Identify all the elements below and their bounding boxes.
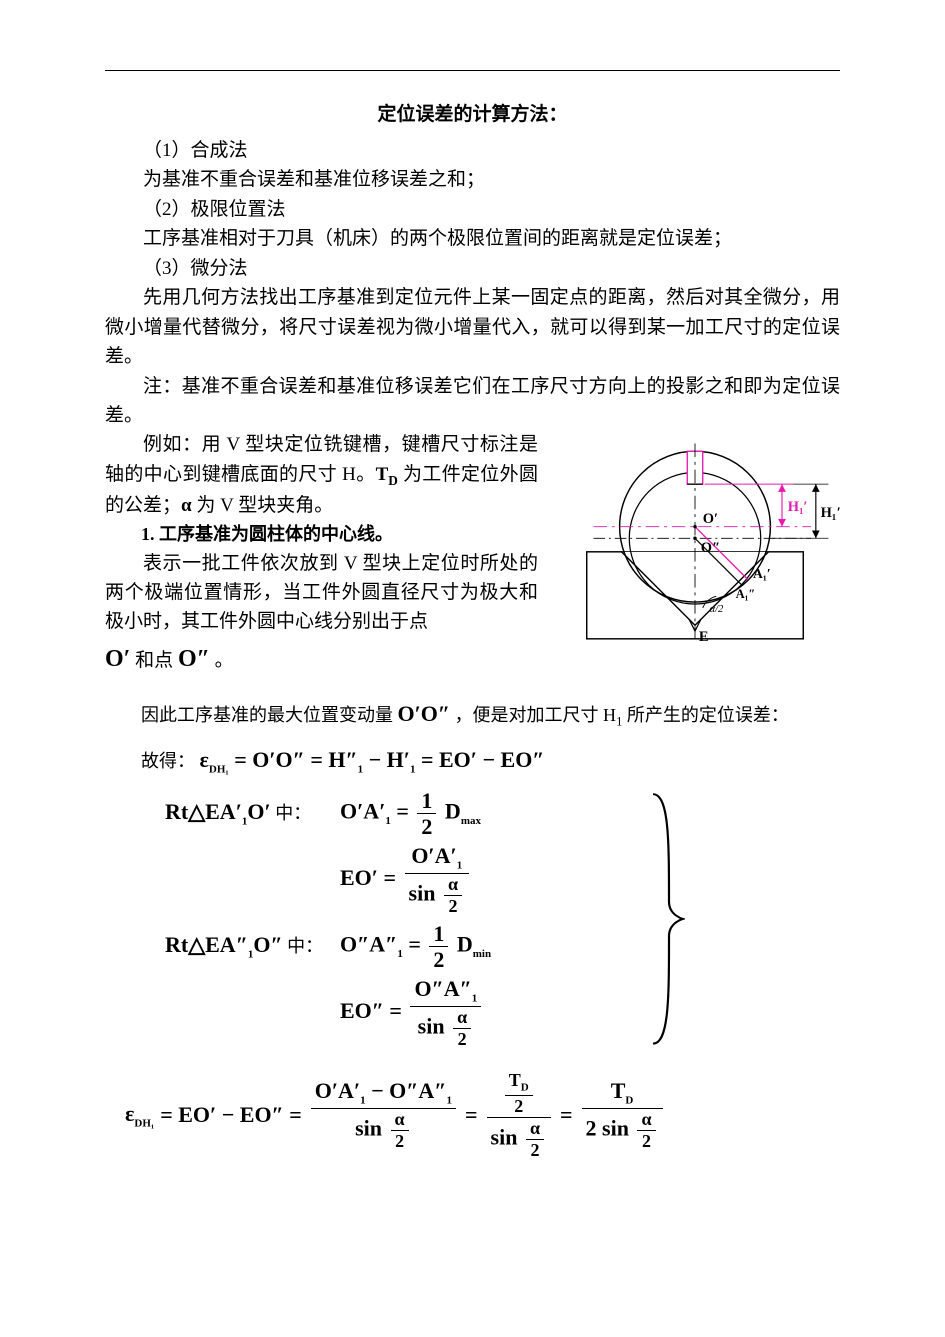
page-title: 定位误差的计算方法： — [105, 99, 840, 126]
example-intro-text: 例如：用 V 型块定位铣键槽，键槽尺寸标注是轴的中心到键槽底面的尺寸 H。TD … — [105, 434, 538, 516]
note-paragraph: 注：基准不重合误差和基准位移误差它们在工序尺寸方向上的投影之和即为定位误差。 — [105, 372, 840, 431]
item-1-desc: 为基准不重合误差和基准位移误差之和； — [105, 165, 840, 194]
rt1-eq1: O′A′1 = 12 Dmax — [340, 789, 481, 838]
rt1-label: Rt△EA′1O′ 中： — [165, 799, 340, 827]
v-block-diagram: O′ O″ A₁′ A₁″ α/2 E H₁′ H₁″ — [550, 434, 840, 659]
final-equation: εDH₁ = EO′ − EO″ = O′A′1 − O″A″1sin α2 =… — [105, 1071, 840, 1160]
rt2-label: Rt△EA″1O″ 中： — [165, 932, 340, 960]
top-rule — [105, 70, 840, 71]
rt1-row1: Rt△EA′1O′ 中： O′A′1 = 12 Dmax — [165, 789, 645, 838]
example-block: O′ O″ A₁′ A₁″ α/2 E H₁′ H₁″ 例如：用 V 型块定位铣… — [105, 430, 840, 678]
conclusion-tail: ，便是对加工尺寸 H1 所产生的定位误差： — [455, 705, 789, 725]
right-brace-icon — [645, 789, 685, 1049]
point-o-double-prime: O″ — [178, 646, 210, 672]
and-point: 和点 — [135, 650, 178, 671]
document-page: 定位误差的计算方法： （1）合成法 为基准不重合误差和基准位移误差之和； （2）… — [0, 0, 945, 1337]
point-o-prime: O′ — [105, 646, 130, 672]
diagram-svg: O′ O″ A₁′ A₁″ α/2 E H₁′ H₁″ — [550, 434, 840, 659]
eps-symbol: εDH₁ — [125, 1101, 154, 1129]
rt2-eq1: O″A″1 = 12 Dmin — [340, 922, 491, 971]
equation-1: εDH₁ = O′O″ = H″1 − H′1 = EO′ − EO″ — [200, 747, 545, 772]
svg-text:α/2: α/2 — [710, 604, 725, 615]
svg-text:H₁″: H₁″ — [821, 505, 840, 521]
svg-text:H₁′: H₁′ — [788, 500, 808, 516]
svg-text:O″: O″ — [701, 540, 720, 556]
svg-text:A₁″: A₁″ — [736, 588, 756, 602]
therefore-label: 故得： — [141, 751, 195, 771]
svg-text:O′: O′ — [703, 511, 718, 527]
rt2-eq2: EO″ = O″A″1sin α2 — [340, 977, 484, 1049]
derivation-block: Rt△EA′1O′ 中： O′A′1 = 12 Dmax EO′ = O′A′1… — [165, 789, 840, 1049]
conclusion-head: 因此工序基准的最大位置变动量 — [141, 705, 398, 725]
svg-text:E: E — [699, 629, 709, 645]
period: 。 — [215, 650, 234, 671]
rt1-row2: EO′ = O′A′1sin α2 — [165, 844, 645, 916]
item-3-body: 先用几何方法找出工序基准到定位元件上某一固定点的距离，然后对其全微分，用微小增量… — [105, 283, 840, 371]
rt2-row2: EO″ = O″A″1sin α2 — [165, 977, 645, 1049]
item-1: （1）合成法 — [105, 136, 840, 165]
svg-text:A₁′: A₁′ — [753, 566, 771, 581]
therefore-line: 故得： εDH₁ = O′O″ = H″1 − H′1 = EO′ − EO″ — [105, 742, 840, 779]
rt2-row1: Rt△EA″1O″ 中： O″A″1 = 12 Dmin — [165, 922, 645, 971]
item-3: （3）微分法 — [105, 254, 840, 283]
item-3-desc: 工序基准相对于刀具（机床）的两个极限位置间的距离就是定位误差； — [105, 224, 840, 253]
conclusion-line: 因此工序基准的最大位置变动量 O′O″ ，便是对加工尺寸 H1 所产生的定位误差… — [105, 696, 840, 732]
rt1-eq2: EO′ = O′A′1sin α2 — [340, 844, 472, 916]
item-2: （2）极限位置法 — [105, 195, 840, 224]
oo-symbol: O′O″ — [398, 701, 451, 726]
